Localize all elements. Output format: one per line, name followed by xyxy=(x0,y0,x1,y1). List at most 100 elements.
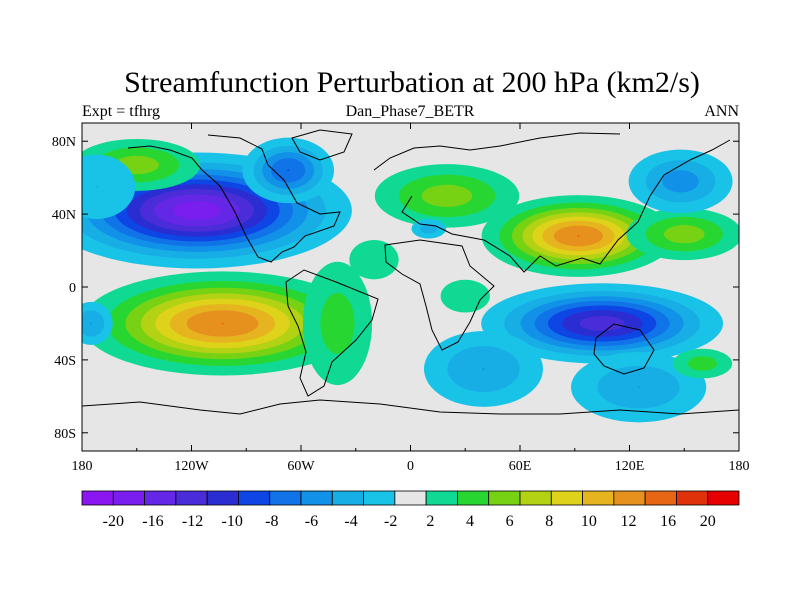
coastlines xyxy=(82,129,739,415)
feature-west-pacific-high xyxy=(626,208,739,261)
colorbar-label: -4 xyxy=(344,513,357,530)
contour-australia-low--6 xyxy=(637,386,640,389)
colorbar-swatch xyxy=(363,490,396,506)
colorbar-label: -16 xyxy=(142,513,163,530)
feature-europe-high xyxy=(374,164,520,228)
contour-north-pacific-low--18 xyxy=(172,201,221,220)
colorbar-swatch xyxy=(425,490,458,506)
colorbar-label: -6 xyxy=(305,513,318,530)
contour-indian-ocean-low--14 xyxy=(579,315,625,331)
colorbar-swatch xyxy=(331,490,364,506)
colorbar-swatch xyxy=(394,490,427,506)
contour-north-pacific-east-low--6 xyxy=(662,170,699,193)
contour-greenland-low--10 xyxy=(287,169,290,172)
chart-title: Streamfunction Perturbation at 200 hPa (… xyxy=(124,66,700,99)
colorbar-label: -12 xyxy=(182,513,203,530)
colorbar-swatch xyxy=(613,490,646,506)
contour-dateline-east-low--6 xyxy=(90,322,93,325)
feature-greenland-low xyxy=(242,137,335,204)
feature-south-pacific-high xyxy=(82,271,364,376)
y-tick-label: 40N xyxy=(52,208,76,223)
colorbar: -20 -16 -12 -10 -8 -6 -4 -2 2 4 6 8 10 12 16 20 xyxy=(81,490,740,530)
colorbar-label: 4 xyxy=(466,513,474,530)
colorbar-swatch xyxy=(112,490,145,506)
australia-coast xyxy=(593,323,655,375)
africa-coast xyxy=(384,239,495,351)
feature-dateline-east-low xyxy=(82,301,113,346)
colorbar-swatch xyxy=(582,490,615,506)
colorbar-swatch xyxy=(550,490,583,506)
contour-field xyxy=(82,123,739,451)
colorbar-swatch xyxy=(707,490,740,506)
colorbar-swatch xyxy=(488,490,521,506)
colorbar-label: -8 xyxy=(265,513,278,530)
colorbar-swatch xyxy=(206,490,239,506)
contour-north-africa-high-2 xyxy=(349,239,399,280)
contour-south-pacific-high-16 xyxy=(221,322,224,325)
y-tick-label: 40S xyxy=(54,354,76,369)
colorbar-label: 8 xyxy=(545,513,553,530)
x-tick-label: 180 xyxy=(72,459,93,474)
x-tick-label: 120W xyxy=(174,459,209,474)
y-tick-label: 80S xyxy=(54,427,76,442)
north-america-coast xyxy=(127,134,341,263)
feature-australia-low xyxy=(570,352,707,423)
antarctica-coast xyxy=(82,399,739,415)
left-label: Expt = tfhrg xyxy=(82,103,160,120)
colorbar-label: 10 xyxy=(581,513,597,530)
contour-europe-high-6 xyxy=(421,184,473,208)
contour-mediterranean-low--4 xyxy=(420,223,438,234)
x-tick-label: 180 xyxy=(729,459,750,474)
x-tick-label: 0 xyxy=(407,459,414,474)
contour-arctic-east-low--4 xyxy=(95,185,98,188)
colorbar-swatch xyxy=(81,490,114,506)
greenland-coast xyxy=(291,129,353,161)
feature-north-africa-high xyxy=(349,239,399,280)
contour-west-pacific-high-6 xyxy=(663,225,705,244)
axis-ticks: 180 120W 60W 0 60E 120E 180 80N 40N 0 40S 80S xyxy=(52,123,750,474)
feature-north-pacific-east-low xyxy=(628,149,733,214)
colorbar-label: 16 xyxy=(660,513,676,530)
contour-west-africa-high-2 xyxy=(440,279,490,313)
europe-north-coast xyxy=(373,132,621,171)
contour-southern-ocean-low--6 xyxy=(482,368,485,370)
contour-dateline-east-low--4 xyxy=(82,310,105,337)
south-america-coast xyxy=(285,269,379,397)
feature-asia-high xyxy=(481,195,676,277)
colorbar-swatch xyxy=(519,490,552,506)
colorbar-swatch xyxy=(238,490,271,506)
x-tick-label: 60W xyxy=(287,459,315,474)
feature-indian-ocean-low xyxy=(481,283,724,364)
feature-arctic-east-low xyxy=(82,154,136,219)
x-tick-label: 60E xyxy=(509,459,532,474)
colorbar-swatch xyxy=(175,490,208,506)
colorbar-swatch xyxy=(300,490,333,506)
colorbar-label: 2 xyxy=(426,513,434,530)
contour-new-zealand-high-4 xyxy=(687,356,718,371)
y-tick-label: 80N xyxy=(52,135,76,150)
contour-arctic-east-low--2 xyxy=(82,154,136,219)
colorbar-label: 6 xyxy=(506,513,514,530)
colorbar-label: -2 xyxy=(384,513,397,530)
feature-west-africa-high xyxy=(440,279,490,313)
feature-new-zealand-high xyxy=(672,348,733,379)
colorbar-swatch xyxy=(144,490,177,506)
contour-south-america-high-4 xyxy=(320,293,355,354)
contour-asia-high-16 xyxy=(577,234,580,237)
colorbar-label: 12 xyxy=(620,513,636,530)
colorbar-label: -10 xyxy=(222,513,243,530)
colorbar-swatch xyxy=(269,490,302,506)
feature-southern-ocean-low xyxy=(423,331,544,407)
eurasia-coast xyxy=(401,139,731,273)
right-label: ANN xyxy=(704,103,739,120)
center-label: Dan_Phase7_BETR xyxy=(346,103,475,120)
colorbar-swatch xyxy=(457,490,490,506)
colorbar-swatch xyxy=(676,490,709,506)
y-tick-label: 0 xyxy=(69,281,76,296)
colorbar-label: -20 xyxy=(103,513,124,530)
x-tick-label: 120E xyxy=(615,459,645,474)
colorbar-label: 20 xyxy=(700,513,716,530)
feature-south-america-high xyxy=(302,261,373,386)
colorbar-swatch xyxy=(644,490,677,506)
